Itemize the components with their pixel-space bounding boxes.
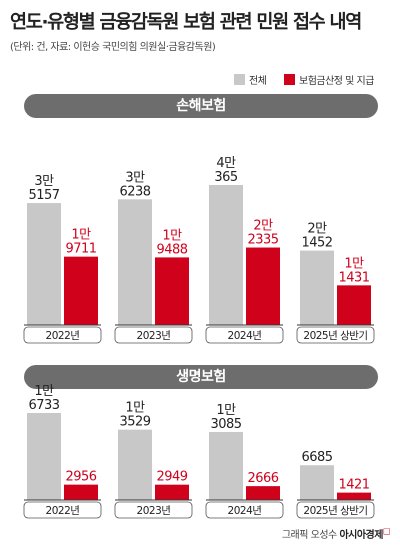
chart-subtitle: (단위: 건, 자료: 이헌승 국민의힘 의원실·금융감독원) bbox=[10, 42, 216, 53]
nonlife-data-label-claim-2-0: 2만 bbox=[253, 219, 273, 234]
life-category-label-3: 2025년 상반기 bbox=[303, 505, 367, 517]
life-data-label-total-2-1: 3085 bbox=[210, 417, 241, 432]
nonlife-data-label-claim-1-1: 9488 bbox=[156, 242, 187, 257]
nonlife-data-label-claim-0-1: 9711 bbox=[65, 242, 96, 257]
life-data-label-total-0-1: 6733 bbox=[28, 398, 59, 413]
life-data-label-total-3-0: 6685 bbox=[301, 450, 332, 465]
life-data-label-total-1-0: 1만 bbox=[125, 401, 145, 416]
nonlife-data-label-claim-1-0: 1만 bbox=[162, 228, 182, 243]
life-category-label-1: 2023년 bbox=[137, 505, 171, 517]
nonlife-data-label-total-2-0: 4만 bbox=[216, 156, 236, 171]
life-bar-claim-1 bbox=[155, 484, 189, 500]
life-bar-total-2 bbox=[209, 431, 243, 500]
nonlife-bar-total-1 bbox=[118, 199, 152, 325]
nonlife-data-label-total-0-1: 5157 bbox=[28, 188, 59, 203]
life-category-box-1 bbox=[114, 501, 193, 519]
section-header-life: 생명보험 bbox=[24, 365, 378, 389]
nonlife-data-label-total-0-0: 3만 bbox=[34, 174, 54, 189]
life-data-label-claim-3-0: 1421 bbox=[338, 478, 369, 493]
nonlife-bar-total-2 bbox=[209, 185, 243, 325]
life-category-box-3 bbox=[296, 501, 375, 519]
life-data-label-total-0-0: 1만 bbox=[34, 384, 54, 399]
nonlife-data-label-claim-3-0: 1만 bbox=[344, 256, 364, 271]
nonlife-category-label-1: 2023년 bbox=[137, 330, 171, 342]
nonlife-category-box-0 bbox=[23, 326, 102, 344]
nonlife-data-label-total-3-1: 1452 bbox=[301, 236, 332, 251]
life-data-label-claim-0-0: 2956 bbox=[65, 470, 96, 485]
life-data-label-total-2-0: 1만 bbox=[216, 403, 236, 418]
nonlife-bar-claim-1 bbox=[155, 257, 189, 325]
life-bar-claim-3 bbox=[337, 492, 371, 500]
life-bar-total-1 bbox=[118, 429, 152, 500]
graphic-credit: 그래픽 오성수 아시아경제□ bbox=[281, 526, 391, 541]
nonlife-data-label-total-2-1: 365 bbox=[214, 170, 238, 185]
life-category-box-0 bbox=[23, 501, 102, 519]
nonlife-category-box-2 bbox=[205, 326, 284, 344]
nonlife-category-label-3: 2025년 상반기 bbox=[303, 330, 367, 342]
life-bar-claim-2 bbox=[246, 486, 280, 500]
nonlife-data-label-claim-0-0: 1만 bbox=[71, 228, 91, 243]
legend-total-label: 전체 bbox=[249, 76, 267, 87]
legend-claim: 보험금산정 및 지급 bbox=[284, 72, 374, 87]
nonlife-category-box-1 bbox=[114, 326, 193, 344]
legend-claim-label: 보험금산정 및 지급 bbox=[299, 76, 374, 87]
life-data-label-total-1-1: 3529 bbox=[119, 415, 150, 430]
section-header-nonlife: 손해보험 bbox=[24, 94, 378, 118]
nonlife-category-label-2: 2024년 bbox=[228, 330, 262, 342]
life-category-box-2 bbox=[205, 501, 284, 519]
legend-claim-swatch bbox=[284, 74, 295, 85]
brand-mark-icon: □ bbox=[382, 526, 391, 536]
legend-total-swatch bbox=[234, 74, 245, 85]
life-data-label-claim-1-0: 2949 bbox=[156, 470, 187, 485]
nonlife-bar-total-0 bbox=[27, 203, 61, 325]
nonlife-bar-claim-0 bbox=[64, 256, 98, 325]
credit-author: 그래픽 오성수 bbox=[281, 530, 337, 541]
life-bar-claim-0 bbox=[64, 484, 98, 500]
life-category-label-2: 2024년 bbox=[228, 505, 262, 517]
nonlife-bar-total-3 bbox=[300, 250, 334, 325]
nonlife-bar-claim-3 bbox=[337, 285, 371, 325]
nonlife-data-label-claim-2-1: 2335 bbox=[247, 233, 278, 248]
nonlife-category-box-3 bbox=[296, 326, 375, 344]
nonlife-data-label-total-1-0: 3만 bbox=[125, 170, 145, 185]
life-bar-total-0 bbox=[27, 413, 61, 500]
life-data-label-claim-2-0: 2666 bbox=[247, 471, 278, 486]
nonlife-category-label-0: 2022년 bbox=[46, 330, 80, 342]
credit-brand: 아시아경제 bbox=[339, 530, 383, 541]
nonlife-bar-claim-2 bbox=[246, 247, 280, 325]
nonlife-data-label-total-1-1: 6238 bbox=[119, 184, 150, 199]
nonlife-data-label-claim-3-1: 1431 bbox=[338, 270, 369, 285]
life-bar-total-3 bbox=[300, 465, 334, 500]
chart-title: 연도·유형별 금융감독원 보험 관련 민원 접수 내역 bbox=[10, 12, 362, 33]
nonlife-data-label-total-3-0: 2만 bbox=[307, 222, 327, 237]
life-category-label-0: 2022년 bbox=[46, 505, 80, 517]
legend-total: 전체 bbox=[234, 72, 267, 87]
